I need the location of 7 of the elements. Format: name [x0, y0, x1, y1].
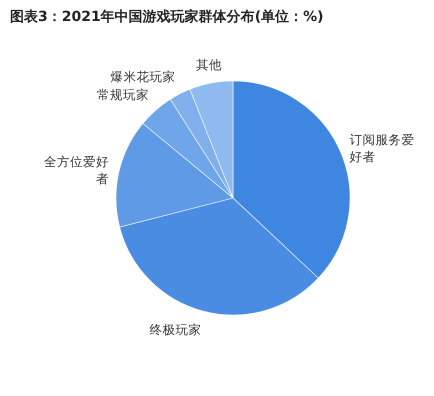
slice-label: 订阅服务爱好者	[350, 130, 416, 165]
slice-label: 其他	[196, 56, 222, 74]
slice-label: 终极玩家	[149, 321, 202, 338]
slice-label: 爆米花玩家	[110, 68, 176, 85]
slice-label: 常规玩家	[97, 86, 149, 103]
slice-label: 全方位爱好者	[43, 153, 110, 188]
chart-title: 图表3：2021年中国游戏玩家群体分布(单位：%)	[10, 8, 324, 26]
